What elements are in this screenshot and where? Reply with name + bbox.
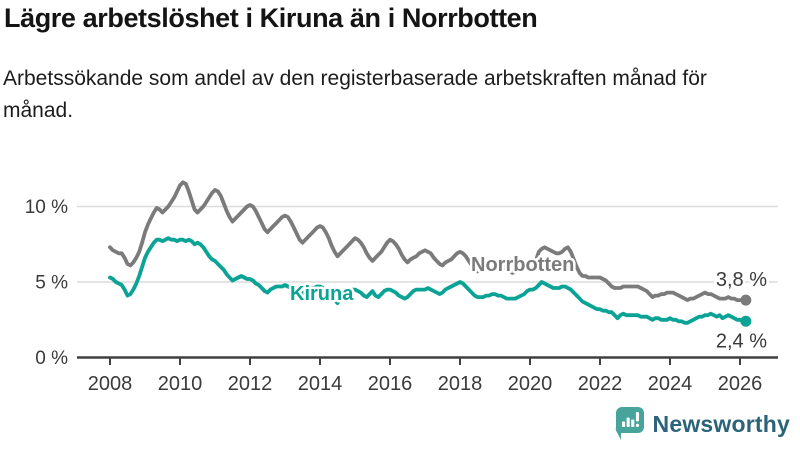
x-axis-label-2014: 2014 (298, 373, 343, 395)
logo-bar-1 (621, 421, 625, 427)
x-axis-label-2010: 2010 (158, 373, 203, 395)
series-end-value-norrbotten: 3,8 % (716, 269, 767, 291)
logo-exclamation-dot (635, 423, 639, 427)
x-axis-label-2022: 2022 (578, 373, 623, 395)
series-end-value-kiruna: 2,4 % (716, 330, 767, 352)
logo-bar-2 (626, 417, 630, 427)
x-axis-label-2024: 2024 (648, 373, 693, 395)
x-axis-label-2018: 2018 (438, 373, 483, 395)
series-line-norrbotten (108, 180, 748, 303)
newsworthy-logo-icon (615, 407, 644, 440)
y-axis-label-5: 5 % (35, 273, 68, 294)
x-axis-label-2008: 2008 (88, 373, 133, 395)
x-axis-label-2020: 2020 (508, 373, 553, 395)
x-axis-label-2016: 2016 (368, 373, 413, 395)
page-title: Lägre arbetslöshet i Kiruna än i Norrbot… (4, 3, 538, 33)
series-end-dot-norrbotten (740, 294, 752, 306)
logo-bar-3 (630, 419, 634, 427)
x-axis-label-2012: 2012 (228, 373, 273, 395)
x-axis-label-2026: 2026 (718, 373, 763, 395)
logo-bubble-shape (615, 407, 644, 440)
page-subtitle: Arbetssökande som andel av den registerb… (3, 67, 707, 122)
y-axis-label-10: 10 % (25, 197, 68, 218)
brand-footer: Newsworthy (615, 402, 790, 446)
y-axis-label-0: 0 % (35, 348, 68, 369)
series-label-kiruna: Kiruna (290, 283, 354, 305)
series-end-dot-kiruna (740, 315, 752, 327)
brand-name: Newsworthy (652, 410, 790, 437)
series-line-kiruna (108, 236, 748, 325)
logo-exclamation-stem (635, 412, 639, 422)
series-label-norrbotten: Norrbotten (471, 254, 574, 276)
